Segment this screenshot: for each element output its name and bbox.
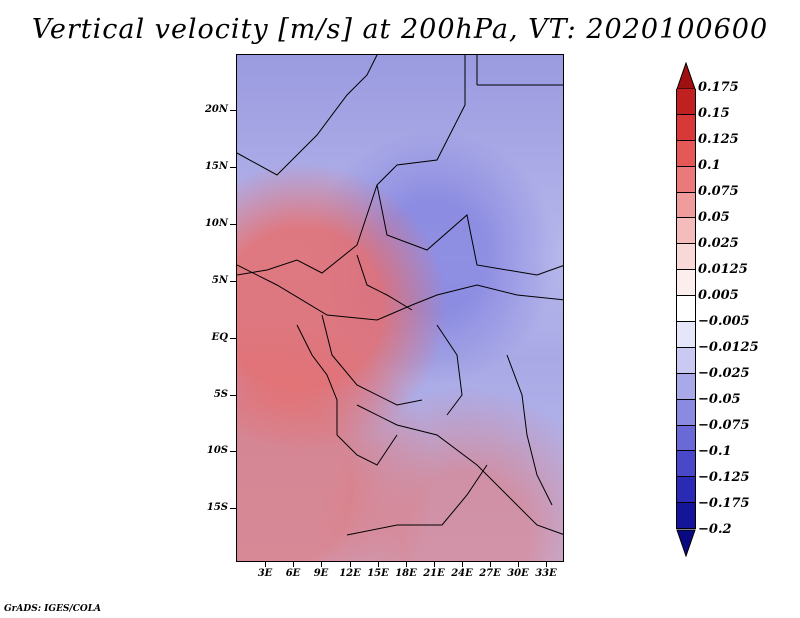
lat-tick (230, 508, 236, 509)
colorbar-label: −0.0125 (698, 340, 759, 355)
colorbar-label: 0.075 (698, 184, 739, 199)
lat-label-10n: 10N (204, 218, 228, 229)
colorbar-segment (676, 399, 696, 426)
colorbar-segment (676, 477, 696, 504)
colorbar (676, 89, 696, 530)
lon-label-33e: 33E (535, 568, 557, 579)
colorbar-label: −0.005 (698, 314, 750, 329)
map-plot-area (236, 54, 564, 562)
lat-label-5n: 5N (211, 275, 228, 286)
lat-tick (230, 110, 236, 111)
lon-label-24e: 24E (451, 568, 473, 579)
lon-label-3e: 3E (257, 568, 273, 579)
lat-tick (230, 167, 236, 168)
colorbar-label: 0.175 (698, 80, 739, 95)
lat-tick (230, 451, 236, 452)
colorbar-label: 0.15 (698, 106, 730, 121)
lat-label-10s: 10S (206, 445, 228, 456)
colorbar-top-arrow (676, 62, 696, 90)
colorbar-segment (676, 89, 696, 115)
colorbar-bottom-arrow (676, 529, 696, 557)
lon-tick (293, 562, 294, 567)
lon-label-15e: 15E (367, 568, 389, 579)
colorbar-segment (676, 322, 696, 348)
colorbar-label: 0.025 (698, 236, 739, 251)
colorbar-label: −0.2 (698, 522, 732, 537)
colorbar-segment (676, 192, 696, 219)
colorbar-label: −0.125 (698, 470, 750, 485)
colorbar-label: −0.05 (698, 392, 741, 407)
lon-tick (321, 562, 322, 567)
colorbar-label: −0.1 (698, 444, 732, 459)
colorbar-segment (676, 347, 696, 374)
colorbar-label: 0.1 (698, 158, 721, 173)
lon-tick (434, 562, 435, 567)
colorbar-segment (676, 218, 696, 245)
colorbar-label: −0.075 (698, 418, 750, 433)
colorbar-label: 0.0125 (698, 262, 748, 277)
colorbar-segment (676, 296, 696, 323)
map-title: Vertical velocity [m/s] at 200hPa, VT: 2… (31, 14, 769, 45)
colorbar-segment (676, 114, 696, 141)
colorbar-label: 0.05 (698, 210, 730, 225)
lat-label-15s: 15S (206, 502, 228, 513)
colorbar-label: 0.005 (698, 288, 739, 303)
lon-tick (406, 562, 407, 567)
lon-label-18e: 18E (395, 568, 417, 579)
lon-tick (350, 562, 351, 567)
colorbar-label: 0.125 (698, 132, 739, 147)
lat-tick (230, 224, 236, 225)
lon-tick (490, 562, 491, 567)
lon-label-6e: 6E (285, 568, 301, 579)
lat-tick (230, 338, 236, 339)
lon-tick (378, 562, 379, 567)
lon-label-30e: 30E (507, 568, 529, 579)
lon-label-9e: 9E (313, 568, 329, 579)
colorbar-label: −0.025 (698, 366, 750, 381)
lon-label-21e: 21E (423, 568, 445, 579)
lat-tick (230, 395, 236, 396)
lat-tick (230, 281, 236, 282)
lon-tick (462, 562, 463, 567)
lat-label-15n: 15N (204, 161, 228, 172)
colorbar-label: −0.175 (698, 496, 750, 511)
lat-label-5s: 5S (213, 389, 228, 400)
colorbar-segment (676, 503, 696, 530)
grads-credit: GrADS: IGES/COLA (4, 604, 102, 614)
colorbar-segment (676, 373, 696, 400)
colorbar-segment (676, 270, 696, 297)
lon-tick (518, 562, 519, 567)
lon-label-27e: 27E (479, 568, 501, 579)
lon-tick (546, 562, 547, 567)
lon-tick (265, 562, 266, 567)
lon-label-12e: 12E (339, 568, 361, 579)
colorbar-segment (676, 451, 696, 478)
country-borders (237, 55, 563, 536)
colorbar-segment (676, 140, 696, 167)
lat-label-20n: 20N (204, 104, 228, 115)
lat-label-eq: EQ (211, 332, 228, 343)
colorbar-segment (676, 425, 696, 452)
colorbar-segment (676, 244, 696, 271)
colorbar-segment (676, 166, 696, 193)
